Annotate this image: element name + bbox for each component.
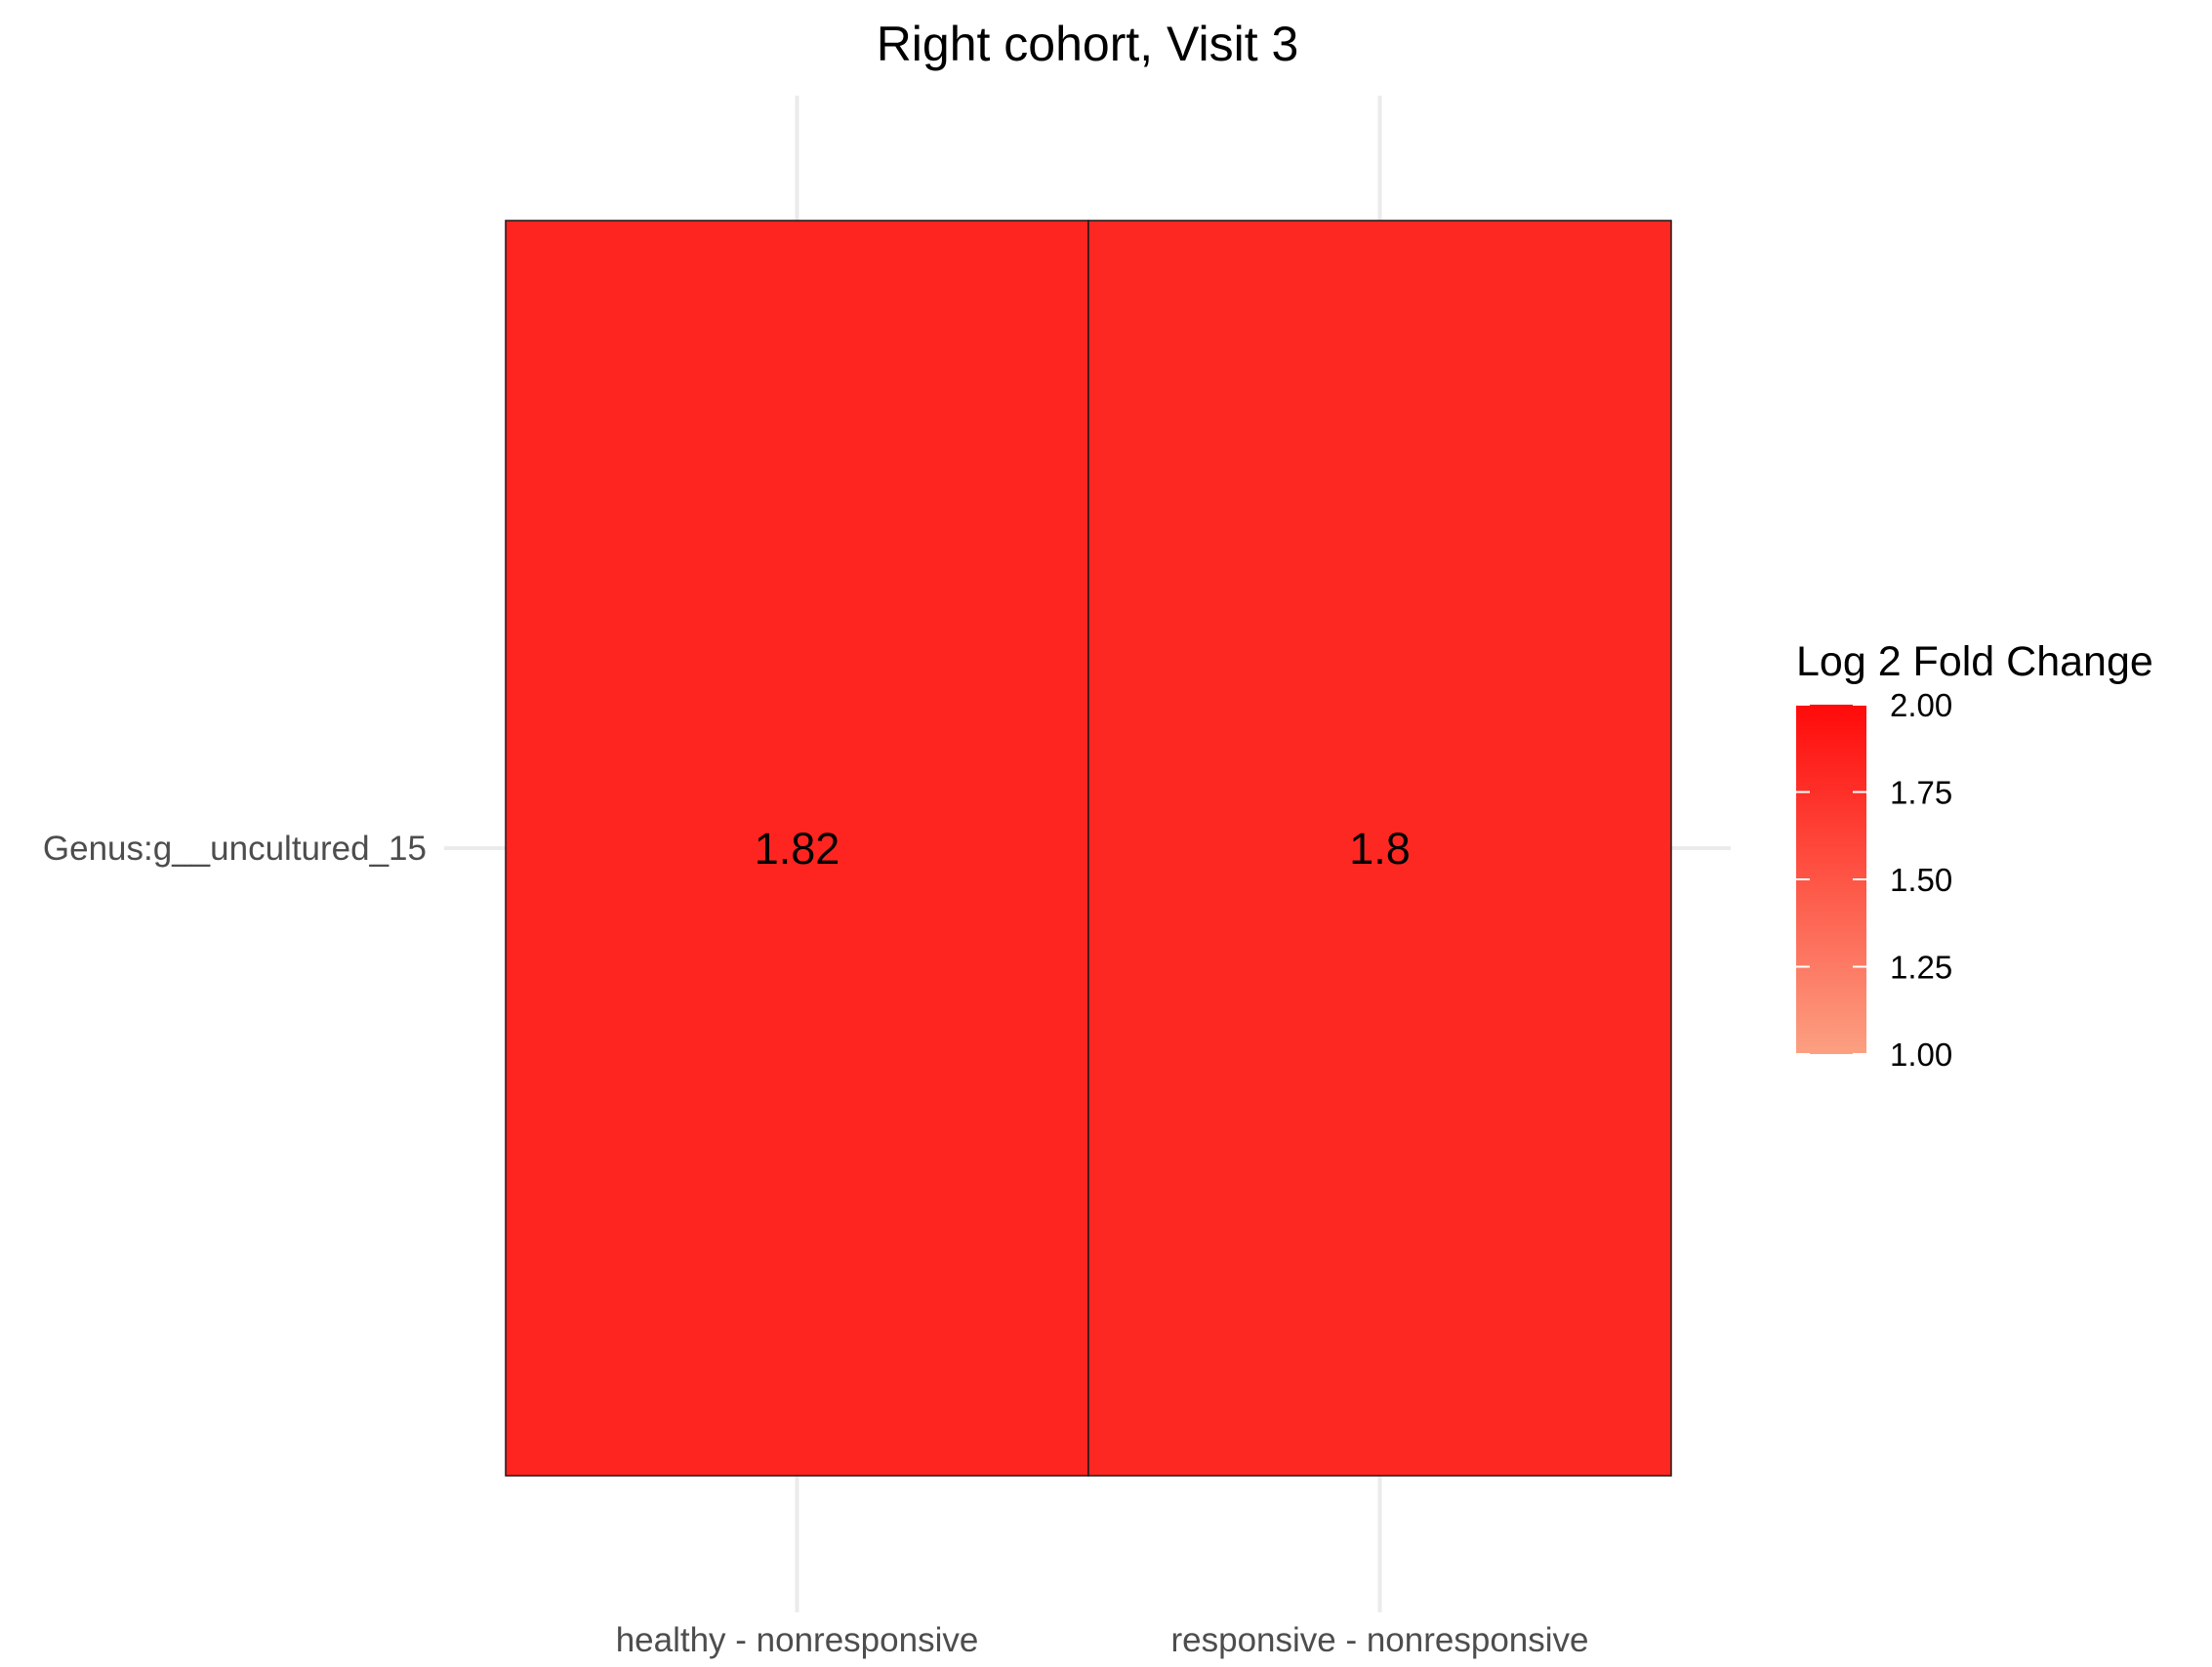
- cell-value-label: 1.8: [1349, 824, 1411, 874]
- heatmap-cell-labels: 1.82 1.8: [755, 824, 1411, 874]
- legend-tick-label: 1.75: [1890, 775, 1952, 811]
- heatmap-cell: [1087, 220, 1672, 1477]
- legend-title: Log 2 Fold Change: [1796, 638, 2153, 685]
- legend-tick-label: 1.50: [1890, 862, 1952, 898]
- legend-tick-label: 1.00: [1890, 1037, 1952, 1073]
- legend-tick-label: 2.00: [1890, 687, 1952, 723]
- x-axis-tick-labels: healthy - nonresponsive responsive - nonr…: [616, 1621, 1589, 1659]
- y-tick-label: Genus:g__uncultured_15: [43, 830, 427, 868]
- chart-title: Right cohort, Visit 3: [877, 17, 1299, 71]
- legend-tick-label: 1.25: [1890, 950, 1952, 986]
- cell-value-label: 1.82: [755, 824, 840, 874]
- heatmap-cells: [505, 220, 1672, 1477]
- y-axis-tick-labels: Genus:g__uncultured_15: [43, 830, 427, 868]
- heatmap-cell: [505, 220, 1089, 1477]
- x-tick-label: responsive - nonresponsive: [1170, 1621, 1588, 1659]
- legend-ticks: 2.00 1.75 1.50 1.25 1.00: [1796, 687, 1952, 1073]
- x-tick-label: healthy - nonresponsive: [616, 1621, 979, 1659]
- color-legend: Log 2 Fold Change 2.00 1.75 1.50 1.25 1.00: [1796, 638, 2153, 1073]
